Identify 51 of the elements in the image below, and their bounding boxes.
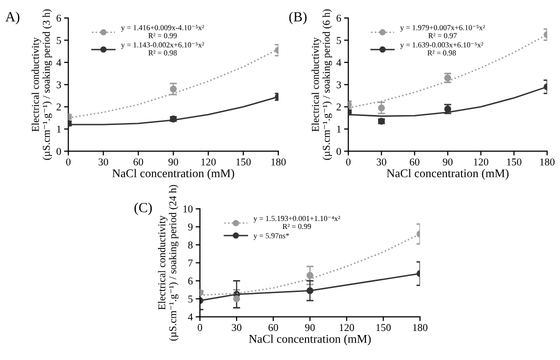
y-tick-label: 2	[336, 104, 341, 110]
y-tick-label: 6	[336, 14, 342, 22]
x-tick-label: 30	[376, 158, 386, 166]
x-tick-label: 150	[376, 324, 391, 332]
x-axis-title: NaCl concentration (mM)	[248, 334, 371, 346]
y-tick-label: 10	[183, 205, 193, 213]
x-tick-label: 0	[346, 158, 351, 166]
x-tick-label: 0	[66, 158, 71, 166]
x-tick-label: 30	[98, 158, 108, 166]
y-tick-label: 4	[56, 59, 62, 66]
x-tick-label: 90	[168, 158, 178, 166]
x-tick-label: 60	[134, 158, 144, 166]
x-tick-label: 180	[413, 324, 428, 332]
x-tick-label: 90	[305, 324, 315, 332]
y-tick-label: 1	[337, 126, 341, 133]
y-tick-label: 5	[188, 296, 193, 303]
y-tick-label: 4	[188, 314, 193, 320]
y-tick-label: 1	[57, 126, 61, 133]
y-tick-label: 8	[188, 241, 193, 249]
y-tick-label: 3	[336, 81, 341, 88]
y-tick-label: 5	[336, 36, 341, 44]
y-tick-label: 0	[336, 148, 341, 155]
x-tick-label: 180	[540, 158, 555, 166]
x-tick-label: 30	[232, 324, 242, 332]
y-tick-label: 0	[56, 148, 61, 155]
x-tick-label: 150	[236, 158, 251, 166]
text: A)	[5, 12, 20, 24]
x-tick-label: 90	[442, 158, 453, 166]
x-tick-label: 120	[201, 158, 216, 166]
y-tick-label: 4	[336, 59, 342, 66]
text: (C)	[134, 202, 152, 216]
y-axis-title: Electrical conductivity (µS.cm⁻¹.g⁻¹) / soaking period (24 h)	[158, 184, 178, 341]
x-axis-title: NaCl concentration (mM)	[112, 168, 234, 180]
text: (B)	[289, 12, 307, 24]
x-tick-label: 120	[474, 158, 488, 166]
x-axis-title: NaCl concentration (mM)	[386, 168, 509, 180]
y-tick-label: 3	[56, 81, 61, 88]
y-axis-title: Electrical conductivity (µS.cm⁻¹.g⁻¹) / soaking period (3 h)	[32, 9, 52, 160]
y-tick-label: 2	[56, 104, 61, 110]
y-tick-label: 9	[188, 224, 193, 231]
x-tick-label: 180	[271, 158, 286, 166]
x-tick-label: 60	[410, 158, 420, 166]
y-tick-label: 5	[56, 36, 61, 44]
y-tick-label: 6	[56, 14, 62, 22]
x-tick-label: 0	[198, 324, 202, 332]
y-axis-title: Electrical conductivity (µS.cm⁻¹.g⁻¹) / soaking period (6 h)	[312, 9, 332, 160]
x-tick-label: 150	[507, 158, 522, 166]
y-tick-label: 7	[188, 260, 193, 266]
x-tick-label: 60	[268, 324, 278, 332]
y-tick-label: 6	[188, 278, 193, 285]
x-tick-label: 120	[340, 324, 354, 332]
